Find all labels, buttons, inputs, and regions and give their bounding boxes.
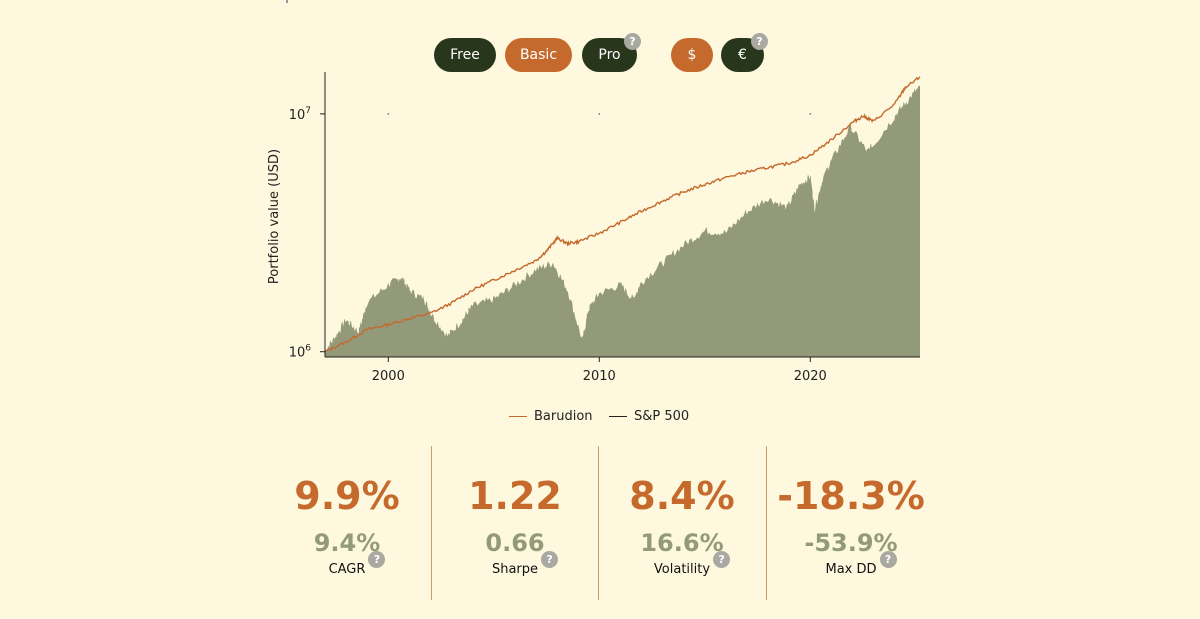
metric-label: CAGR ? [328, 551, 386, 579]
sharpe-help-icon[interactable]: ? [541, 551, 559, 568]
plan-free-button[interactable]: Free [434, 38, 496, 72]
grid-dot [387, 112, 390, 115]
metric-value: -18.3% [777, 474, 925, 518]
metric-benchmark: -53.9% [804, 529, 898, 557]
max-dd-help-icon[interactable]: ? [879, 551, 897, 568]
volatility-help-icon[interactable]: ? [713, 551, 731, 568]
series-line-sp500 [324, 85, 921, 354]
plan-basic-button[interactable]: Basic [505, 38, 572, 72]
y-tick-label: 107 [289, 106, 311, 123]
metric-label-text: Sharpe [491, 562, 539, 577]
portfolio-chart: 2000 2010 2020 106 107 Portfolio value (USD… [267, 72, 921, 384]
legend-label: Barudion [534, 409, 593, 424]
x-ticks: 2000 2010 2020 [372, 357, 827, 384]
metric-label-text: CAGR [328, 562, 366, 577]
metric-cagr: 9.9% 9.4% CAGR ? [262, 470, 432, 579]
metric-benchmark: 9.4% [313, 529, 381, 557]
chart-legend: Barudion S&P 500 [0, 409, 1200, 427]
grid-dot [809, 112, 812, 115]
y-tick-label: 106 [289, 344, 312, 361]
y-ticks: 106 107 [289, 106, 325, 361]
metric-max-dd: -18.3% -53.9% Max DD ? [766, 470, 936, 579]
metric-divider [598, 446, 599, 600]
series-line-barudion [324, 76, 921, 352]
eur-help-icon[interactable]: ? [751, 33, 768, 50]
metric-value: 9.9% [294, 474, 400, 518]
cagr-help-icon[interactable]: ? [368, 551, 386, 568]
metric-value: 1.22 [468, 474, 562, 518]
x-tick-label: 2010 [583, 369, 616, 384]
legend-swatch-sp500 [609, 416, 627, 417]
x-tick-label: 2000 [372, 369, 405, 384]
metric-label: Sharpe ? [491, 551, 559, 579]
top-marker [286, 0, 288, 3]
metric-benchmark: 0.66 [485, 529, 545, 557]
metric-label: Max DD ? [825, 551, 897, 579]
y-axis-label: Portfolio value (USD) [267, 149, 282, 284]
metric-divider [431, 446, 432, 600]
legend-swatch-barudion [509, 416, 527, 417]
metric-volatility: 8.4% 16.6% Volatility ? [597, 470, 767, 579]
legend-item-sp500[interactable]: S&P 500 [609, 409, 689, 424]
metric-benchmark: 16.6% [640, 529, 724, 557]
metric-divider [766, 446, 767, 600]
metric-label-text: Max DD [825, 562, 877, 577]
pro-help-icon[interactable]: ? [624, 33, 641, 50]
series-area-sp500 [325, 85, 920, 358]
currency-usd-button[interactable]: $ [671, 38, 713, 72]
legend-label: S&P 500 [634, 409, 690, 424]
metric-sharpe: 1.22 0.66 Sharpe ? [430, 470, 600, 579]
metric-label: Volatility ? [653, 551, 731, 579]
grid-dots [387, 112, 812, 115]
metric-label-text: Volatility [653, 562, 711, 577]
grid-dot [598, 112, 601, 115]
metric-value: 8.4% [629, 474, 735, 518]
x-tick-label: 2020 [794, 369, 827, 384]
plan-currency-toggles: Free Basic Pro ? $ € ? [0, 33, 1200, 72]
legend-item-barudion[interactable]: Barudion [509, 409, 593, 424]
